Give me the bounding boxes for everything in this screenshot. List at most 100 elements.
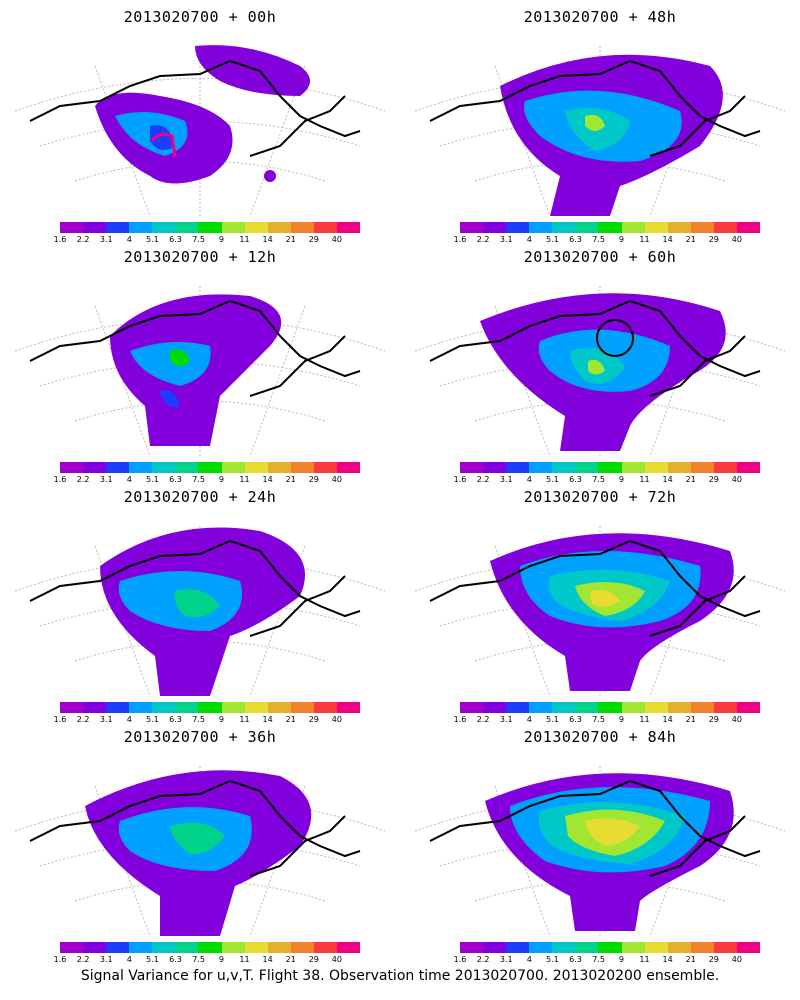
colorbar-swatch [483,942,507,953]
colorbar-tick-label: 21 [685,715,696,724]
colorbar-tick-label: 4 [126,235,132,244]
variance-field [485,773,734,931]
colorbar-tick-label: 6.3 [569,475,582,484]
colorbar-tick-label: 9 [218,235,224,244]
colorbar-swatch [552,942,576,953]
colorbar-swatch [713,222,737,233]
colorbar-tick-label: 14 [662,715,673,724]
coastline [29,59,361,157]
colorbar-swatch [506,462,530,473]
colorbar-ticks: 1.6 2.2 3.1 4 5.1 6.3 7.5 9 11 14 21 29 … [54,955,360,965]
colorbar-tick-label: 2.2 [476,955,490,964]
colorbar-tick-label: 9 [618,235,624,244]
colorbar-swatch [483,462,507,473]
colorbar-tick-label: 1.6 [53,475,67,484]
colorbar-swatch [529,942,553,953]
colorbar-tick-label: 2.2 [476,235,490,244]
colorbar-swatch [129,942,153,953]
coastline [429,779,761,877]
colorbar-tick-label: 29 [708,715,719,724]
colorbar-tick-label: 21 [285,715,296,724]
colorbar-swatch [267,462,291,473]
colorbar-tick-label: 14 [262,235,273,244]
colorbar-tick-label: 14 [262,715,273,724]
colorbar [60,462,361,473]
colorbar-tick-label: 2.2 [76,715,90,724]
colorbar-tick-label: 11 [239,955,250,964]
colorbar-swatch [175,462,199,473]
colorbar-swatch [313,222,337,233]
colorbar-swatch [336,462,361,473]
colorbar-tick-label: 29 [708,475,719,484]
colorbar-ticks: 1.6 2.2 3.1 4 5.1 6.3 7.5 9 11 14 21 29 … [454,715,760,725]
colorbar-tick-label: 3.1 [499,715,513,724]
colorbar-swatch [667,702,691,713]
colorbar-swatch [198,462,222,473]
colorbar-tick-label: 9 [618,955,624,964]
colorbar-tick-label: 4 [126,955,132,964]
map-plot [414,286,786,456]
colorbar-swatch [313,462,337,473]
map-panel: 2013020700 + 00h 1.6 2.2 3.1 4 5.1 6.3 7… [0,0,400,244]
colorbar-swatch [129,222,153,233]
colorbar-swatch [244,702,268,713]
colorbar-tick-label: 5.1 [546,235,559,244]
map-plot [14,45,386,216]
colorbar-ticks: 1.6 2.2 3.1 4 5.1 6.3 7.5 9 11 14 21 29 … [54,475,360,485]
colorbar-swatch [313,702,337,713]
colorbar-swatch [267,942,291,953]
colorbar-swatch [244,942,268,953]
variance-field [490,533,734,691]
panel-title: 2013020700 + 72h [523,488,677,506]
colorbar-swatch [290,462,314,473]
colorbar-swatch [575,942,599,953]
colorbar-swatch [106,222,130,233]
variance-field [500,54,723,216]
colorbar-tick-label: 21 [685,475,696,484]
colorbar [460,462,761,473]
colorbar-tick-label: 14 [262,955,273,964]
panel-title: 2013020700 + 12h [123,248,277,266]
colorbar-tick-label: 7.5 [192,715,205,724]
colorbar-swatch [736,222,761,233]
colorbar-swatch [736,942,761,953]
colorbar-swatch [313,942,337,953]
colorbar-swatch [667,462,691,473]
colorbar-swatch [290,222,314,233]
colorbar-tick-label: 1.6 [453,235,467,244]
colorbar-tick-label: 1.6 [453,475,467,484]
colorbar-tick-label: 29 [708,955,719,964]
colorbar-swatch [667,942,691,953]
colorbar-tick-label: 11 [239,235,250,244]
colorbar-tick-label: 9 [218,475,224,484]
colorbar-swatch [552,702,576,713]
panel-title: 2013020700 + 48h [523,8,677,26]
colorbar-tick-label: 9 [218,715,224,724]
colorbar-swatch [690,702,714,713]
colorbar-tick-label: 1.6 [453,955,467,964]
colorbar-tick-label: 5.1 [146,715,159,724]
colorbar-swatch [529,462,553,473]
colorbar-tick-label: 11 [639,955,650,964]
colorbar-ticks: 1.6 2.2 3.1 4 5.1 6.3 7.5 9 11 14 21 29 … [454,475,760,485]
colorbar-swatch [60,942,84,953]
colorbar-swatch [83,462,107,473]
colorbar-swatch [221,222,245,233]
colorbar-swatch [221,462,245,473]
colorbar-tick-label: 21 [685,235,696,244]
colorbar [460,702,761,713]
colorbar-tick-label: 29 [308,715,319,724]
colorbar-swatch [529,702,553,713]
colorbar-swatch [460,942,484,953]
colorbar-tick-label: 6.3 [169,475,182,484]
colorbar-tick-label: 6.3 [569,235,582,244]
colorbar [460,222,761,233]
colorbar [460,942,761,953]
colorbar-tick-label: 3.1 [99,955,113,964]
colorbar-tick-label: 9 [218,955,224,964]
colorbar-tick-label: 5.1 [146,955,159,964]
colorbar-tick-label: 6.3 [569,955,582,964]
colorbar-swatch [690,462,714,473]
colorbar-swatch [198,702,222,713]
map-plot [414,46,786,216]
